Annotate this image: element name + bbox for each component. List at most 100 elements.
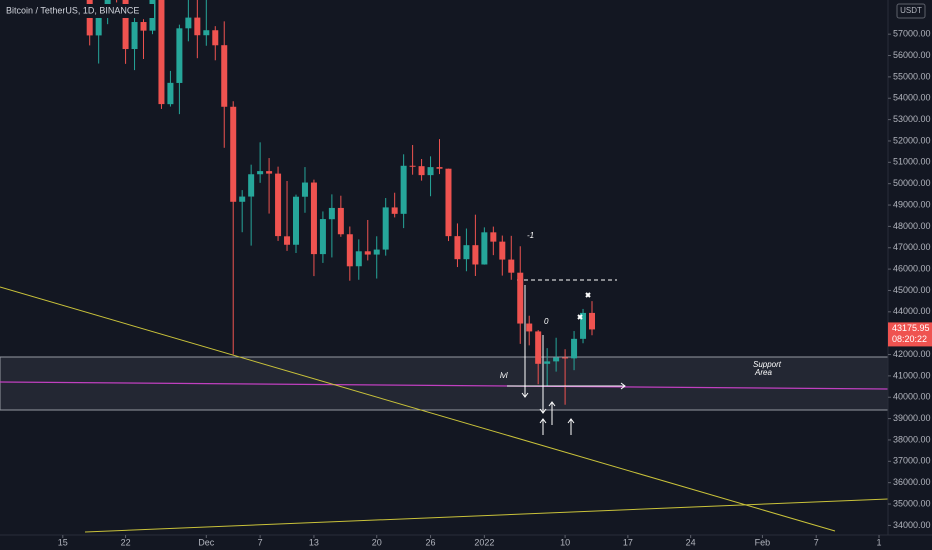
candle-body: [472, 245, 479, 265]
last-price-label: 43175.95: [892, 323, 930, 333]
title-box: [4, 4, 154, 18]
candle-body: [167, 82, 174, 105]
candle-body: [418, 166, 425, 176]
y-tick-label: 40000.00: [893, 392, 931, 402]
candle-body: [293, 196, 299, 245]
candle-body: [328, 207, 335, 220]
last-price-box: [888, 322, 932, 347]
annotation: Area: [754, 368, 772, 377]
candle-body: [248, 174, 255, 197]
candle-body: [230, 106, 237, 202]
candle-body: [544, 361, 551, 364]
y-tick-label: 35000.00: [893, 498, 931, 508]
y-tick-label: 44000.00: [893, 306, 931, 316]
candle-body: [382, 207, 389, 250]
y-tick-label: 42000.00: [893, 349, 931, 359]
y-tick-label: 55000.00: [893, 71, 931, 81]
candle-body: [275, 173, 282, 237]
candle-body: [203, 30, 210, 36]
annotation: Support: [753, 360, 782, 369]
candle-body: [310, 182, 317, 255]
trend-line: [0, 286, 836, 532]
candle-body: [185, 17, 192, 29]
candle-body: [158, 0, 165, 105]
candle-body: [445, 168, 452, 237]
candle-body: [319, 219, 326, 255]
y-tick-label: 56000.00: [893, 50, 931, 60]
y-tick-label: 47000.00: [893, 242, 931, 252]
x-tick-label: Dec: [198, 537, 215, 547]
x-tick-label: 20: [372, 537, 382, 547]
candle-body: [257, 171, 264, 175]
candle-body: [490, 232, 497, 242]
x-tick-label: 7: [814, 537, 819, 547]
candle-body: [481, 232, 488, 265]
candle-body: [140, 22, 147, 31]
candle-body: [373, 249, 380, 255]
candle-body: [571, 338, 578, 359]
x-tick-label: 10: [560, 537, 570, 547]
candle-body: [400, 165, 407, 214]
y-tick-label: 46000.00: [893, 263, 931, 273]
y-tick-label: 48000.00: [893, 221, 931, 231]
arrows: [507, 285, 626, 435]
y-tick-label: 45000.00: [893, 285, 931, 295]
candle-body: [355, 251, 362, 267]
x-tick-label: 17: [623, 537, 633, 547]
y-tick-label: 34000.00: [893, 520, 931, 530]
x-tick-label: 2022: [474, 537, 494, 547]
candle-body: [391, 207, 398, 214]
candle-body: [194, 17, 201, 36]
currency: USDT: [900, 6, 922, 15]
candle-body: [337, 207, 344, 235]
candle-body: [508, 259, 515, 273]
y-tick-label: 50000.00: [893, 178, 931, 188]
countdown: 08:20:22: [892, 334, 927, 344]
y-tick-label: 39000.00: [893, 413, 931, 423]
candle-body: [364, 251, 371, 255]
x-tick-label: 24: [686, 537, 696, 547]
candle-body: [589, 312, 595, 330]
y-tick-label: 36000.00: [893, 477, 931, 487]
y-tick-label: 57000.00: [893, 29, 931, 39]
annotation: -1: [527, 231, 534, 240]
horizontal-level: [0, 381, 889, 390]
candle-body: [463, 245, 470, 260]
candle-body: [553, 357, 560, 362]
currency-box: [896, 3, 926, 19]
y-tick-label: 38000.00: [893, 434, 931, 444]
candle-body: [212, 30, 219, 46]
candle-body: [284, 236, 291, 245]
candles: [86, 0, 595, 405]
candle-body: [454, 236, 461, 260]
x-tick-label: 15: [58, 537, 68, 547]
candle-body: [301, 182, 308, 197]
y-tick-label: 52000.00: [893, 135, 931, 145]
candle-body: [499, 241, 506, 260]
candle-body: [535, 331, 542, 364]
candle-body: [562, 357, 569, 359]
candle-body: [436, 167, 443, 169]
candle-body: [427, 167, 434, 176]
x-tick-label: Feb: [755, 537, 771, 547]
candle-body: [176, 28, 183, 83]
candle-body: [122, 0, 129, 50]
x-tick-label: 1: [877, 537, 882, 547]
x-tick-label: 7: [258, 537, 263, 547]
candle-body: [517, 272, 524, 324]
chart-title: Bitcoin / TetherUS, 1D, BINANCE: [6, 5, 139, 15]
annotation: lvl: [500, 371, 508, 380]
candle-body: [346, 234, 353, 267]
y-tick-label: 37000.00: [893, 456, 931, 466]
candle-body: [266, 171, 273, 174]
candle-body: [409, 165, 416, 167]
candle-body: [131, 22, 138, 50]
x-tick-label: 13: [309, 537, 319, 547]
y-tick-label: 41000.00: [893, 370, 931, 380]
y-tick-label: 53000.00: [893, 114, 931, 124]
candle-body: [526, 323, 533, 332]
y-tick-label: 51000.00: [893, 157, 931, 167]
